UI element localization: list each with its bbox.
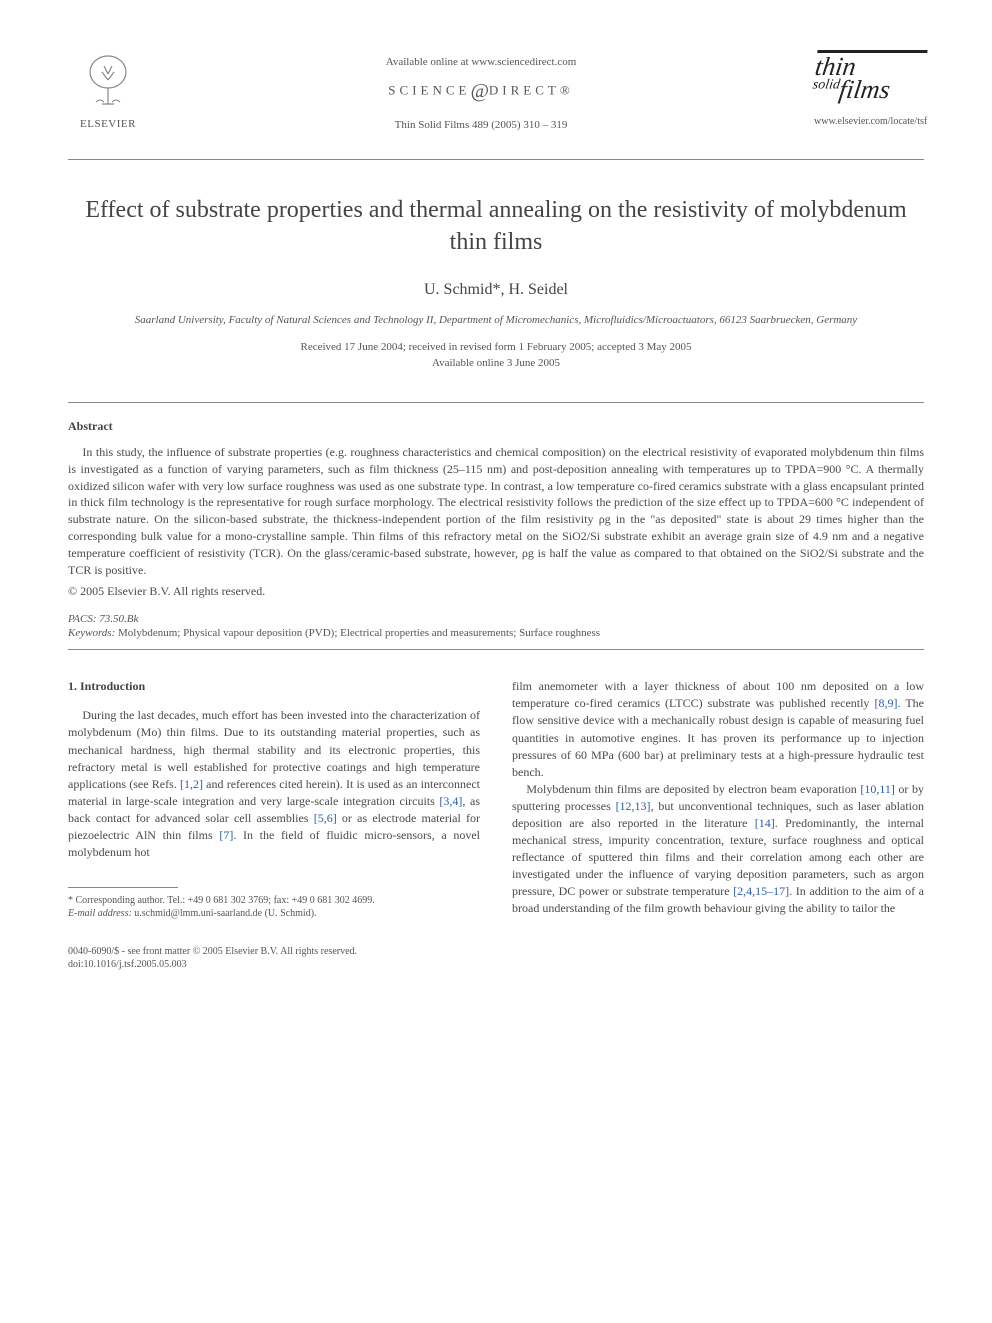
- logo-line2: films: [837, 75, 892, 104]
- footnote-separator: [68, 887, 178, 888]
- t: film anemometer with a layer thickness o…: [512, 679, 924, 710]
- intro-para-1: During the last decades, much effort has…: [68, 707, 480, 860]
- keywords-line: Keywords: Molybdenum; Physical vapour de…: [68, 627, 924, 639]
- journal-reference: Thin Solid Films 489 (2005) 310 – 319: [148, 119, 814, 131]
- available-online-text: Available online at www.sciencedirect.co…: [148, 56, 814, 68]
- dates-online: Available online 3 June 2005: [432, 357, 560, 369]
- journal-logo: thin solidfilms www.elsevier.com/locate/…: [814, 50, 924, 127]
- journal-logo-text: thin solidfilms: [810, 50, 927, 102]
- intro-para-2: Molybdenum thin films are deposited by e…: [512, 781, 924, 917]
- header-divider: [68, 159, 924, 160]
- intro-heading: 1. Introduction: [68, 678, 480, 695]
- abstract-bottom-divider: [68, 649, 924, 650]
- elsevier-tree-icon: [76, 50, 140, 114]
- email-label: E-mail address:: [68, 908, 132, 919]
- direct-suffix: DIRECT®: [489, 82, 574, 97]
- column-right: film anemometer with a layer thickness o…: [512, 678, 924, 920]
- article-title: Effect of substrate properties and therm…: [68, 194, 924, 259]
- copyright-line: © 2005 Elsevier B.V. All rights reserved…: [68, 584, 924, 599]
- keywords-label: Keywords:: [68, 627, 115, 639]
- publisher-name: ELSEVIER: [80, 118, 136, 130]
- dates-received: Received 17 June 2004; received in revis…: [301, 341, 692, 353]
- header: ELSEVIER Available online at www.science…: [68, 50, 924, 131]
- body-columns: 1. Introduction During the last decades,…: [68, 678, 924, 920]
- ref-link[interactable]: [10,11]: [860, 782, 895, 796]
- abstract-heading: Abstract: [68, 419, 924, 434]
- footer: 0040-6090/$ - see front matter © 2005 El…: [68, 945, 924, 972]
- abstract-text: In this study, the influence of substrat…: [68, 444, 924, 578]
- email-value: u.schmid@lmm.uni-saarland.de (U. Schmid)…: [132, 908, 317, 919]
- abstract-body: In this study, the influence of substrat…: [68, 445, 924, 577]
- journal-url: www.elsevier.com/locate/tsf: [814, 116, 924, 127]
- sciencedirect-logo: SCIENCE@DIRECT®: [148, 80, 814, 103]
- ref-link[interactable]: [8,9]: [875, 696, 898, 710]
- science-prefix: SCIENCE: [388, 82, 470, 97]
- intro-para-1-cont: film anemometer with a layer thickness o…: [512, 678, 924, 780]
- footnote-email: E-mail address: u.schmid@lmm.uni-saarlan…: [68, 907, 480, 921]
- abstract-top-divider: [68, 402, 924, 403]
- authors: U. Schmid*, H. Seidel: [68, 281, 924, 299]
- pacs-line: PACS: 73.50.Bk: [68, 613, 924, 625]
- publisher-logo: ELSEVIER: [68, 50, 148, 130]
- ref-link[interactable]: [3,4]: [439, 794, 462, 808]
- ref-link[interactable]: [7]: [219, 828, 233, 842]
- footer-issn: 0040-6090/$ - see front matter © 2005 El…: [68, 945, 924, 959]
- keywords-text: Molybdenum; Physical vapour deposition (…: [115, 627, 600, 639]
- affiliation: Saarland University, Faculty of Natural …: [68, 313, 924, 328]
- at-symbol-icon: @: [470, 80, 488, 102]
- ref-link[interactable]: [14]: [755, 816, 775, 830]
- footer-doi: doi:10.1016/j.tsf.2005.05.003: [68, 958, 924, 972]
- column-left: 1. Introduction During the last decades,…: [68, 678, 480, 920]
- logo-sub: solid: [812, 78, 841, 93]
- ref-link[interactable]: [5,6]: [314, 811, 337, 825]
- dates: Received 17 June 2004; received in revis…: [68, 340, 924, 372]
- footnote-corresponding: * Corresponding author. Tel.: +49 0 681 …: [68, 894, 480, 908]
- header-center: Available online at www.sciencedirect.co…: [148, 50, 814, 131]
- ref-link[interactable]: [2,4,15–17]: [733, 884, 789, 898]
- ref-link[interactable]: [1,2]: [180, 777, 203, 791]
- t: Molybdenum thin films are deposited by e…: [526, 782, 860, 796]
- ref-link[interactable]: [12,13]: [616, 799, 651, 813]
